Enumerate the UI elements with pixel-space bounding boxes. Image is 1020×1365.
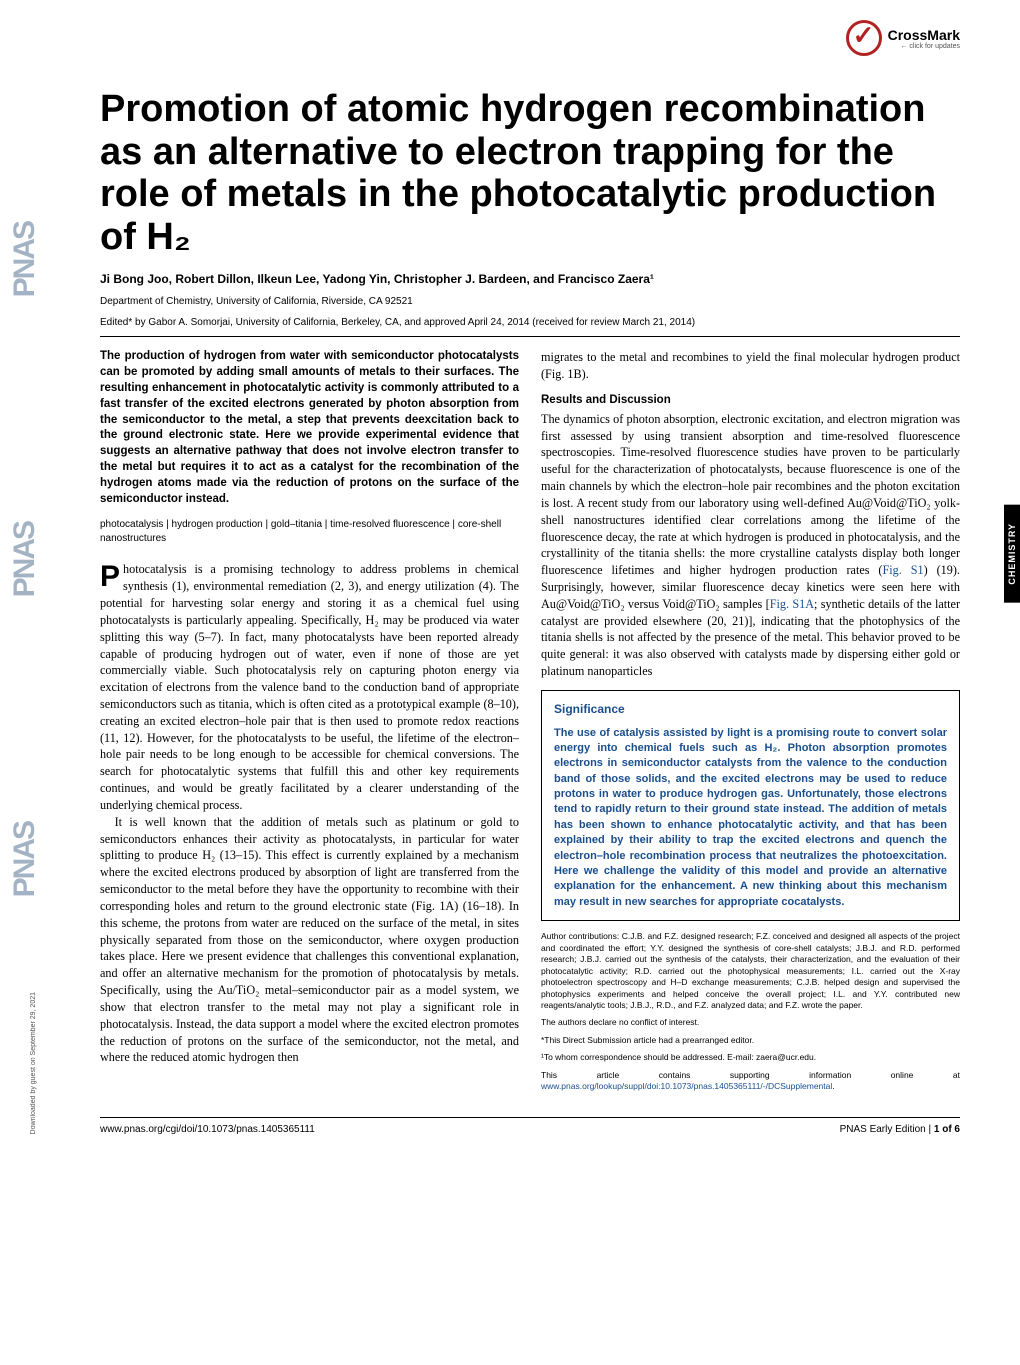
crossmark-label: CrossMark	[888, 27, 960, 43]
significance-heading: Significance	[554, 701, 947, 718]
crossmark-text: CrossMark ← click for updates	[888, 27, 960, 50]
crossmark-badge[interactable]: CrossMark ← click for updates	[846, 20, 960, 56]
intro-para-2: It is well known that the addition of me…	[100, 814, 519, 1066]
intro-para-1: Photocatalysis is a promising technology…	[100, 561, 519, 813]
edited-by: Edited* by Gabor A. Somorjai, University…	[100, 317, 960, 337]
results-heading: Results and Discussion	[541, 393, 960, 409]
editor-note: *This Direct Submission article had a pr…	[541, 1035, 960, 1046]
footer-sep: |	[926, 1124, 934, 1135]
supporting-text-b: .	[832, 1081, 834, 1091]
intro-continuation: migrates to the metal and recombines to …	[541, 349, 960, 383]
supporting-text-a: This article contains supporting informa…	[541, 1070, 960, 1080]
body-text: Photocatalysis is a promising technology…	[100, 561, 519, 1066]
article-title: Promotion of atomic hydrogen recombinati…	[100, 88, 960, 258]
significance-text: The use of catalysis assisted by light i…	[554, 726, 947, 911]
left-column: The production of hydrogen from water wi…	[100, 349, 519, 1099]
correspondence: ¹To whom correspondence should be addres…	[541, 1052, 960, 1063]
two-column-layout: The production of hydrogen from water wi…	[100, 349, 960, 1099]
significance-box: Significance The use of catalysis assist…	[541, 690, 960, 921]
supporting-info: This article contains supporting informa…	[541, 1070, 960, 1093]
conflict-statement: The authors declare no conflict of inter…	[541, 1017, 960, 1028]
keywords: photocatalysis | hydrogen production | g…	[100, 518, 519, 546]
footer-page-info: PNAS Early Edition | 1 of 6	[840, 1124, 960, 1135]
affiliation: Department of Chemistry, University of C…	[100, 296, 960, 307]
results-para: The dynamics of photon absorption, elect…	[541, 411, 960, 680]
crossmark-icon	[846, 20, 882, 56]
crossmark-sub: ← click for updates	[888, 43, 960, 50]
right-column: migrates to the metal and recombines to …	[541, 349, 960, 1099]
page-footer: www.pnas.org/cgi/doi/10.1073/pnas.140536…	[100, 1117, 960, 1135]
results-text-a: The dynamics of photon absorption, elect…	[541, 412, 960, 577]
fig-s1a-link[interactable]: Fig. S1A	[770, 597, 814, 611]
footer-edition: PNAS Early Edition	[840, 1124, 926, 1135]
supporting-link[interactable]: www.pnas.org/lookup/suppl/doi:10.1073/pn…	[541, 1081, 832, 1091]
footer-doi: www.pnas.org/cgi/doi/10.1073/pnas.140536…	[100, 1124, 315, 1135]
abstract: The production of hydrogen from water wi…	[100, 349, 519, 508]
author-contributions: Author contributions: C.J.B. and F.Z. de…	[541, 931, 960, 1011]
authors: Ji Bong Joo, Robert Dillon, Ilkeun Lee, …	[100, 272, 960, 286]
footer-page-num: 1 of 6	[934, 1124, 960, 1135]
fig-s1-link[interactable]: Fig. S1	[882, 563, 923, 577]
